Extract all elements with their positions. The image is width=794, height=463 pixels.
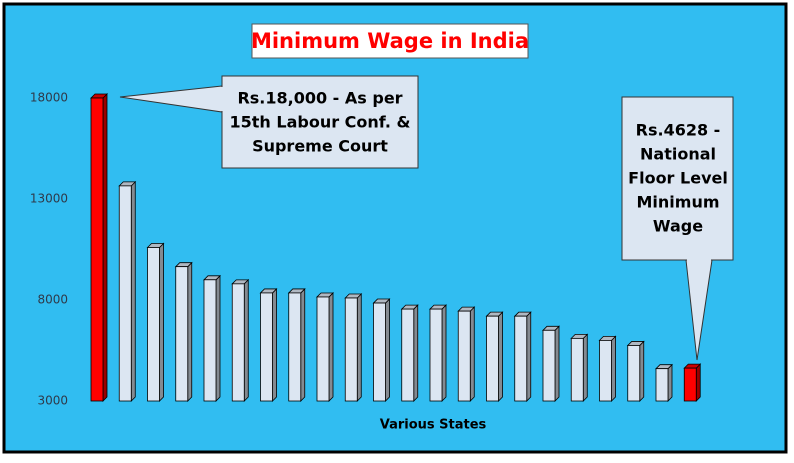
y-tick-label: 18000 bbox=[30, 91, 68, 105]
bar bbox=[570, 337, 584, 402]
bar bbox=[288, 292, 302, 402]
callout-text: Rs.18,000 - As per bbox=[237, 89, 402, 108]
bar-side bbox=[328, 292, 334, 402]
callout-text: 15th Labour Conf. & bbox=[230, 113, 411, 132]
bar-side bbox=[611, 335, 616, 402]
bar bbox=[683, 367, 697, 402]
bar-side bbox=[300, 287, 306, 402]
callout-text: Supreme Court bbox=[252, 137, 388, 156]
bar bbox=[260, 292, 273, 402]
bar bbox=[373, 302, 386, 402]
bar bbox=[147, 247, 160, 402]
bar bbox=[344, 297, 358, 402]
bar-side bbox=[526, 311, 532, 402]
bar-side bbox=[356, 293, 362, 402]
bar bbox=[655, 368, 669, 402]
bar-side bbox=[243, 278, 249, 402]
bar bbox=[542, 329, 556, 402]
bar bbox=[231, 283, 245, 402]
bar-side bbox=[554, 325, 560, 402]
callout-box bbox=[621, 96, 734, 261]
bar-side bbox=[272, 287, 277, 402]
y-tick-label: 3000 bbox=[37, 394, 68, 408]
bar bbox=[316, 296, 330, 402]
bar-side bbox=[130, 180, 136, 402]
bar-side bbox=[413, 304, 419, 402]
bar bbox=[627, 345, 641, 402]
bar-side bbox=[498, 311, 503, 402]
bar bbox=[175, 266, 189, 402]
bar bbox=[90, 97, 104, 402]
bar bbox=[486, 315, 499, 402]
bar bbox=[457, 310, 471, 402]
chart-title: Minimum Wage in India bbox=[251, 29, 529, 53]
bar-side bbox=[187, 261, 193, 402]
bar bbox=[429, 308, 443, 402]
bar-side bbox=[469, 306, 475, 402]
title-box bbox=[251, 23, 529, 59]
callout-text: Wage bbox=[653, 217, 703, 236]
bar-side bbox=[695, 363, 701, 402]
bar-side bbox=[385, 298, 390, 402]
callout-text: Minimum bbox=[636, 193, 719, 212]
callout-text: National bbox=[640, 145, 716, 164]
x-axis-label: Various States bbox=[380, 418, 487, 433]
bar bbox=[203, 279, 217, 402]
bar-side bbox=[102, 93, 108, 402]
y-tick-label: 8000 bbox=[37, 293, 68, 307]
bar-side bbox=[159, 242, 164, 402]
bar bbox=[118, 185, 132, 402]
bar bbox=[514, 315, 528, 402]
bar bbox=[599, 339, 612, 402]
y-tick-label: 13000 bbox=[30, 192, 68, 206]
bar-side bbox=[441, 304, 447, 402]
callout-text: Floor Level bbox=[628, 169, 728, 188]
bar-side bbox=[215, 274, 221, 402]
bar-side bbox=[667, 363, 673, 402]
callout-text: Rs.4628 - bbox=[636, 121, 721, 140]
bar bbox=[401, 308, 415, 402]
bar-side bbox=[639, 340, 645, 402]
bar-side bbox=[582, 333, 588, 402]
callout-box bbox=[221, 75, 419, 169]
